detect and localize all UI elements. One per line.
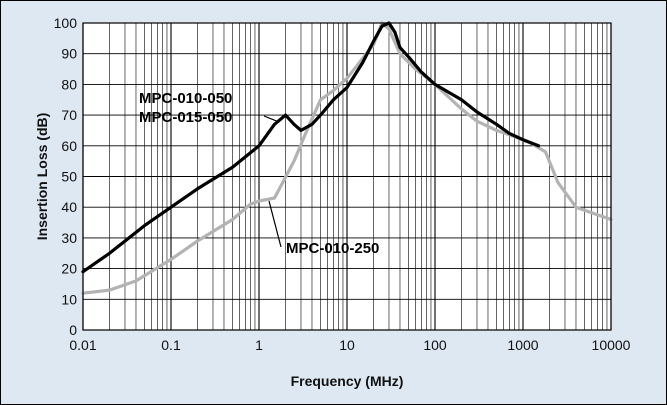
annotation-label: MPC-015-050 xyxy=(139,109,232,126)
x-tick-label: 0.01 xyxy=(69,337,96,353)
y-tick-label: 100 xyxy=(54,15,78,31)
y-tick-label: 60 xyxy=(61,138,77,154)
y-tick-label: 20 xyxy=(61,261,77,277)
y-tick-label: 50 xyxy=(61,169,77,185)
plot-border xyxy=(82,22,612,331)
x-tick-label: 0.1 xyxy=(161,337,181,353)
y-tick-labels: 0 10 20 30 40 50 60 70 80 90 100 xyxy=(54,15,78,338)
series-line-0 xyxy=(81,21,541,274)
annotation-label: MPC-010-050 xyxy=(139,90,232,107)
annotation-leader xyxy=(263,115,278,122)
annotation-label: MPC-010-250 xyxy=(286,240,379,257)
x-tick-label: 100 xyxy=(423,337,447,353)
y-tick-label: 0 xyxy=(69,322,77,338)
y-tick-label: 70 xyxy=(61,107,77,123)
y-tick-label: 30 xyxy=(61,230,77,246)
x-tick-label: 10 xyxy=(339,337,355,353)
y-axis-title: Insertion Loss (dB) xyxy=(34,113,50,241)
annotations: MPC-010-050 MPC-015-050 MPC-010-250 xyxy=(139,90,379,257)
y-tick-label: 80 xyxy=(61,76,77,92)
y-tick-label: 40 xyxy=(61,199,77,215)
x-tick-label: 1000 xyxy=(507,337,538,353)
x-tick-label: 10000 xyxy=(592,337,631,353)
x-axis-title: Frequency (MHz) xyxy=(291,373,404,389)
annotation-leader xyxy=(268,200,282,248)
y-tick-label: 90 xyxy=(61,46,77,62)
y-tick-label: 10 xyxy=(61,291,77,307)
x-tick-label: 1 xyxy=(255,337,263,353)
x-tick-labels: 0.01 0.1 1 10 100 1000 10000 xyxy=(69,337,630,353)
series-lines xyxy=(81,21,613,295)
